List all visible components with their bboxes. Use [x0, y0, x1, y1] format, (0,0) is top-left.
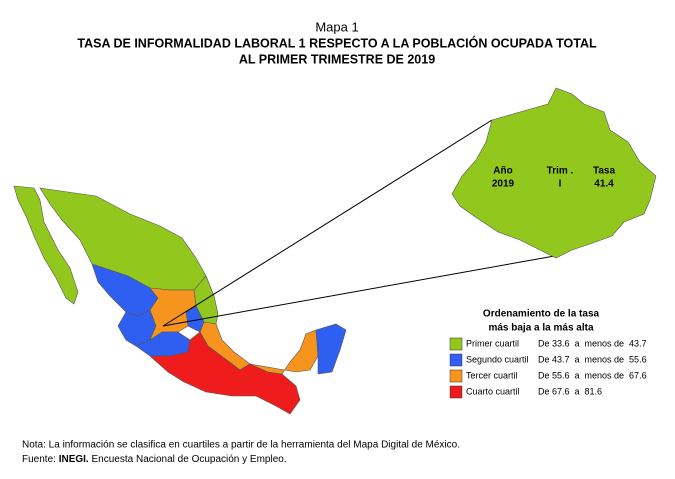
- callout-line: [162, 119, 493, 327]
- title: TASA DE INFORMALIDAD LABORAL 1 RESPECTO …: [77, 35, 597, 50]
- legend-items: Primer cuartil De 33.6 a menos de 43.7 Seg…: [449, 337, 647, 399]
- legend-title: Ordenamiento de la tasa: [483, 309, 600, 320]
- region: [13, 185, 79, 305]
- callout-line: [162, 254, 561, 327]
- region: [315, 323, 347, 375]
- legend-range: De 67.6 a 81.6: [538, 386, 602, 396]
- legend-swatch: [449, 353, 463, 367]
- legend-label: Tercer cuartil: [466, 370, 518, 380]
- inset-heading: Año: [493, 166, 512, 177]
- region: [249, 329, 319, 375]
- inset-shape: [451, 87, 657, 259]
- legend-label: Cuarto cuartil: [466, 386, 520, 396]
- inset-value: I: [559, 179, 562, 190]
- legend-title: más baja a la más alta: [488, 323, 594, 334]
- source: Fuente: INEGI. Encuesta Nacional de Ocup…: [22, 454, 287, 465]
- legend-swatch: [449, 369, 463, 383]
- legend-swatch: [449, 337, 463, 351]
- source-prefix: Fuente:: [22, 454, 56, 465]
- legend-label: Segundo cuartil: [466, 354, 529, 364]
- mexico-map: [13, 185, 347, 415]
- legend-label: Primer cuartil: [466, 338, 519, 348]
- inset-value: 41.4: [594, 179, 614, 190]
- inset-heading: Trim .: [547, 166, 574, 177]
- map-label: Mapa 1: [315, 19, 358, 34]
- inset-table: Año 2019 Trim . I Tasa 41.4: [492, 166, 616, 190]
- title: AL PRIMER TRIMESTRE DE 2019: [239, 52, 435, 66]
- inset-value: 2019: [492, 179, 515, 190]
- legend-swatch: [449, 385, 463, 399]
- legend: Ordenamiento de la tasa más baja a la má…: [449, 309, 647, 399]
- note: Nota: La información se clasifica en cua…: [22, 440, 460, 451]
- legend-range: De 55.6 a menos de 67.6: [538, 370, 647, 380]
- inset-heading: Tasa: [593, 166, 615, 177]
- source-rest: Encuesta Nacional de Ocupación y Empleo.: [92, 454, 287, 465]
- legend-range: De 43.7 a menos de 55.6: [538, 354, 647, 364]
- source-bold: INEGI.: [59, 454, 89, 465]
- legend-range: De 33.6 a menos de 43.7: [538, 338, 647, 348]
